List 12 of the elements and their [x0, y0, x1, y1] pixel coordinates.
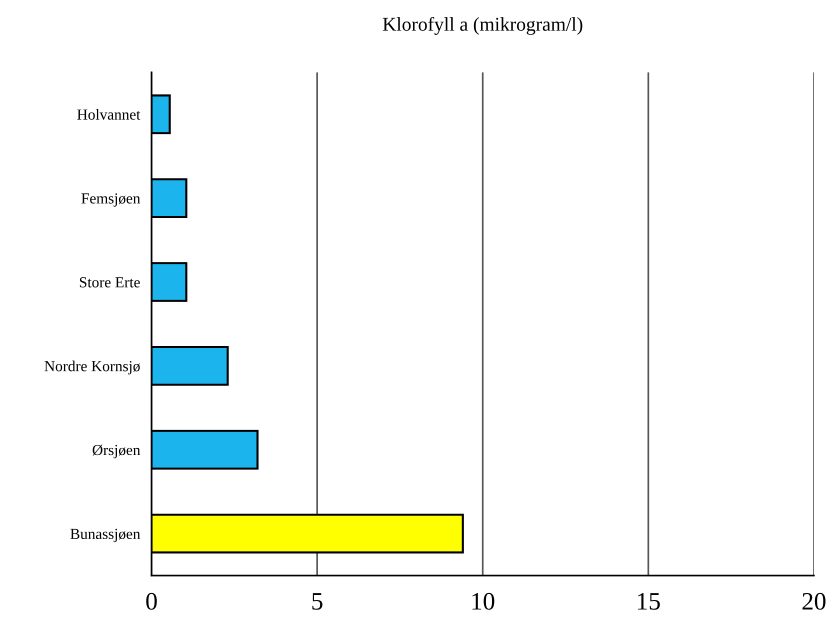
chart-title: Klorofyll a (mikrogram/l) — [382, 16, 582, 35]
y-tick-label: Femsjøen — [81, 193, 140, 207]
x-tick-label: 20 — [802, 592, 826, 610]
x-tick-label: 10 — [472, 592, 494, 610]
y-tick-label: Ørsjøen — [92, 444, 140, 458]
y-tick-label: Nordre Kornsjø — [44, 360, 140, 374]
x-tick-label: 0 — [146, 592, 157, 610]
x-tick-label: 5 — [312, 593, 322, 610]
y-tick-label: Bunassjøen — [70, 528, 140, 542]
y-tick-label: Store Erte — [80, 277, 140, 288]
y-tick-label: Holvannet — [77, 108, 140, 120]
x-tick-label: 15 — [638, 593, 660, 610]
